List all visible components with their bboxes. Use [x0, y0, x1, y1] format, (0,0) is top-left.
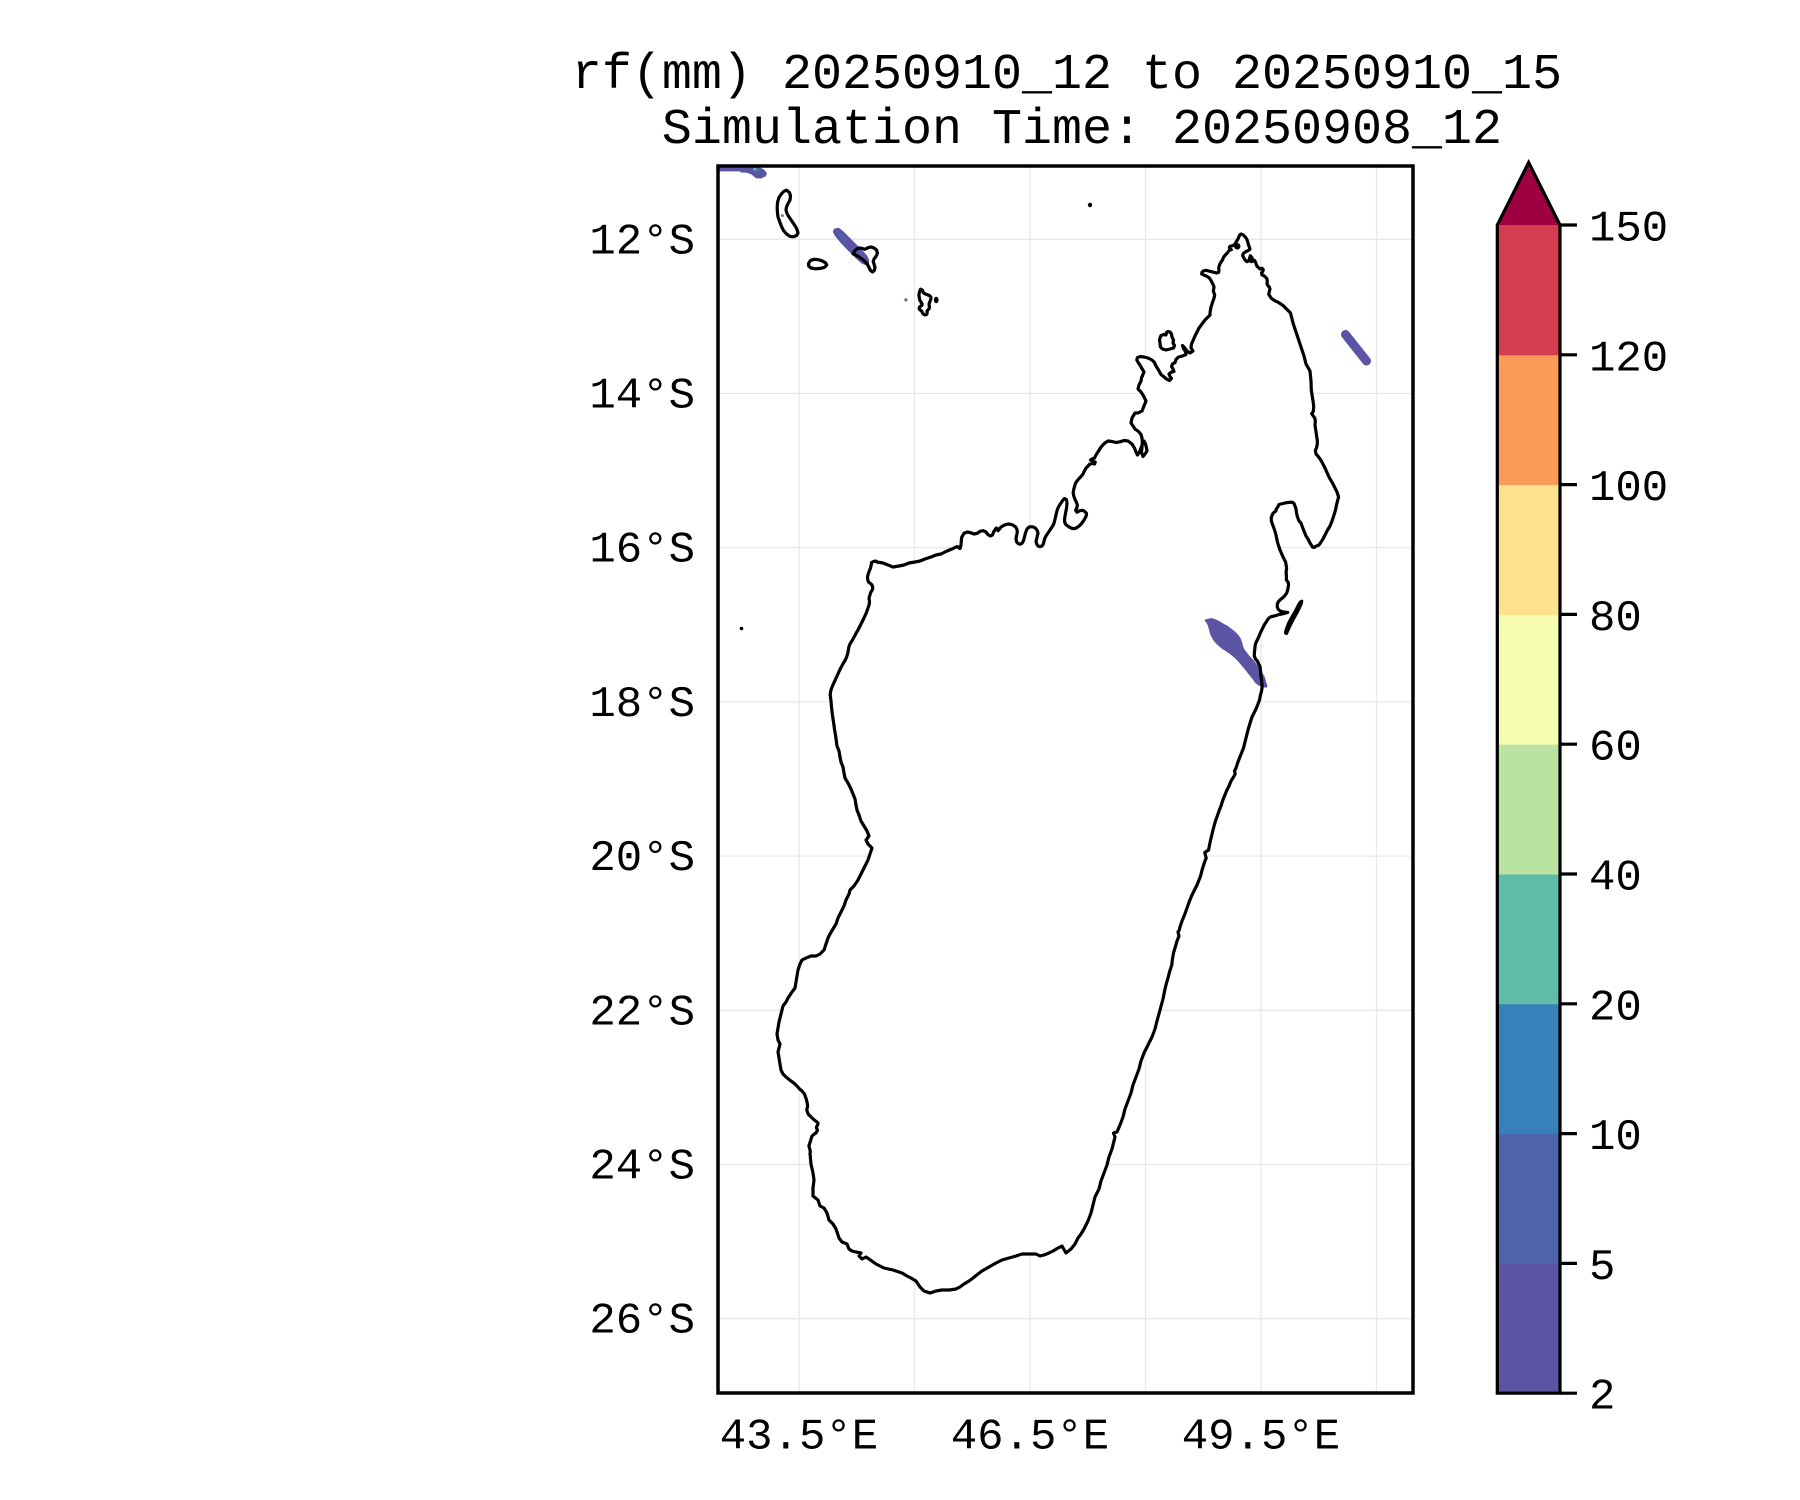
- svg-text:20°S: 20°S: [589, 834, 695, 884]
- svg-text:2: 2: [1589, 1373, 1615, 1423]
- svg-text:46.5°E: 46.5°E: [951, 1413, 1109, 1463]
- svg-text:5: 5: [1589, 1243, 1615, 1293]
- svg-text:49.5°E: 49.5°E: [1182, 1413, 1340, 1463]
- svg-text:22°S: 22°S: [589, 988, 695, 1038]
- svg-text:10: 10: [1589, 1113, 1642, 1163]
- svg-text:26°S: 26°S: [589, 1297, 695, 1347]
- svg-text:60: 60: [1589, 724, 1642, 774]
- svg-text:20: 20: [1589, 983, 1642, 1033]
- svg-text:24°S: 24°S: [589, 1143, 695, 1193]
- svg-text:80: 80: [1589, 594, 1642, 644]
- svg-text:43.5°E: 43.5°E: [720, 1413, 878, 1463]
- svg-text:rf(mm) 20250910_12 to 20250910: rf(mm) 20250910_12 to 20250910_15: [572, 47, 1562, 104]
- svg-text:12°S: 12°S: [589, 217, 695, 267]
- svg-text:16°S: 16°S: [589, 526, 695, 576]
- svg-text:Simulation Time: 20250908_12: Simulation Time: 20250908_12: [632, 102, 1502, 159]
- svg-text:150: 150: [1589, 205, 1668, 255]
- svg-text:120: 120: [1589, 334, 1668, 384]
- svg-text:40: 40: [1589, 854, 1642, 904]
- svg-text:14°S: 14°S: [589, 372, 695, 422]
- svg-text:18°S: 18°S: [589, 680, 695, 730]
- svg-text:100: 100: [1589, 464, 1668, 514]
